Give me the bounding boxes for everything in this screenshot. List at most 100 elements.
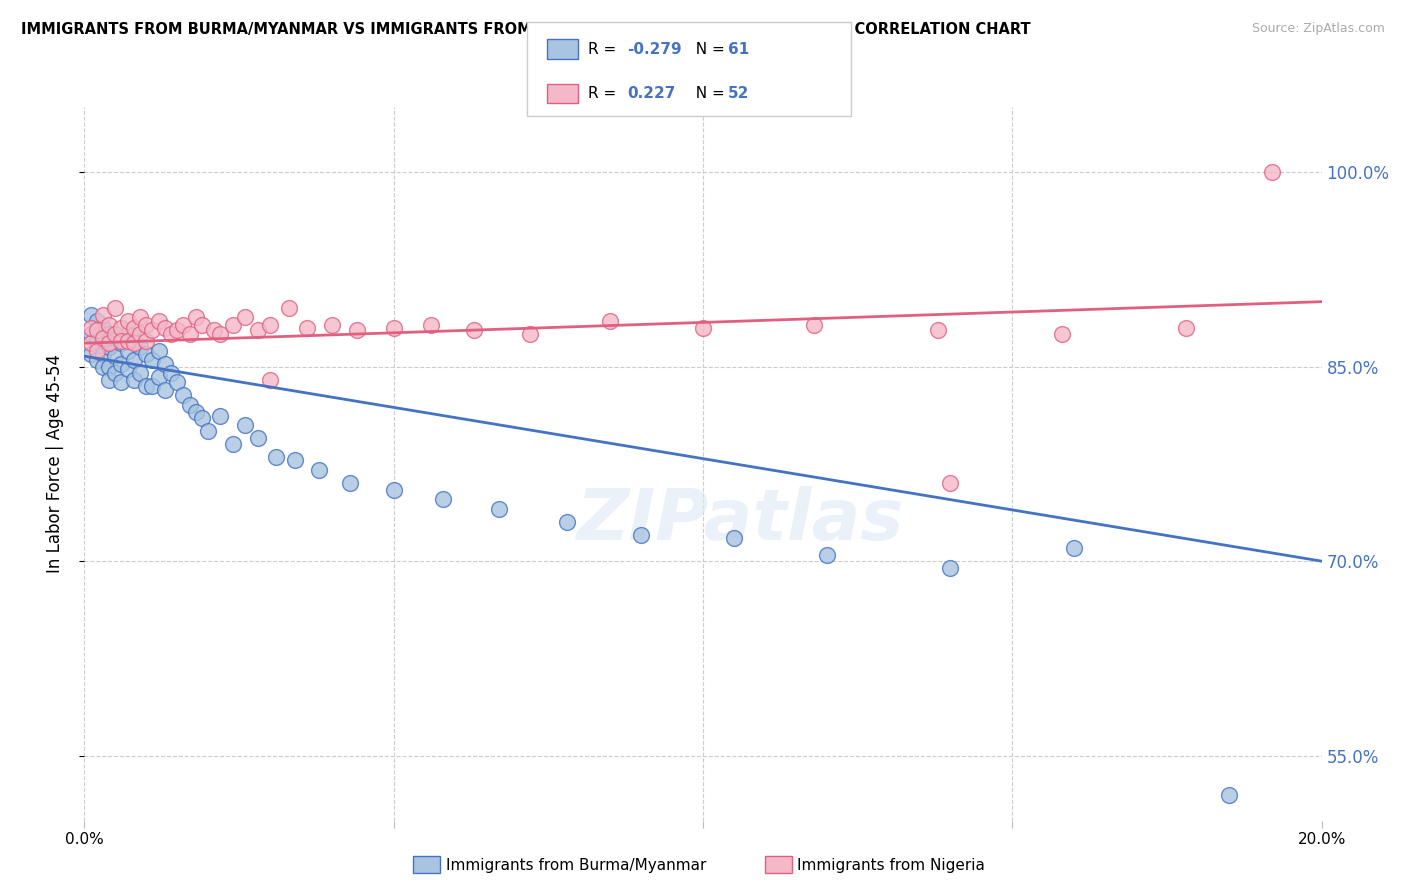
Point — [141, 379, 163, 393]
Point — [135, 318, 157, 332]
Point — [104, 366, 127, 380]
Point — [172, 318, 194, 332]
Point — [79, 320, 101, 334]
Point — [346, 323, 368, 337]
Text: R =: R = — [588, 42, 621, 56]
Point — [630, 528, 652, 542]
Point — [555, 515, 578, 529]
Point — [91, 346, 114, 360]
Point — [519, 327, 541, 342]
Point — [222, 318, 245, 332]
Point — [184, 405, 207, 419]
Point — [246, 431, 269, 445]
Point — [122, 372, 145, 386]
Point — [86, 334, 108, 348]
Point — [184, 310, 207, 325]
Point — [141, 353, 163, 368]
Point — [197, 425, 219, 439]
Text: 0.227: 0.227 — [627, 87, 675, 101]
Point — [148, 343, 170, 358]
Y-axis label: In Labor Force | Age 45-54: In Labor Force | Age 45-54 — [45, 354, 63, 574]
Point — [1050, 327, 1073, 342]
Point — [98, 318, 121, 332]
Text: ZIPatlas: ZIPatlas — [576, 486, 904, 556]
Point — [98, 359, 121, 374]
Point — [110, 375, 132, 389]
Text: Immigrants from Burma/Myanmar: Immigrants from Burma/Myanmar — [446, 858, 706, 872]
Point — [803, 318, 825, 332]
Point — [419, 318, 441, 332]
Point — [264, 450, 287, 465]
Point — [91, 359, 114, 374]
Point — [723, 531, 745, 545]
Point — [91, 308, 114, 322]
Text: Source: ZipAtlas.com: Source: ZipAtlas.com — [1251, 22, 1385, 36]
Point — [129, 366, 152, 380]
Point — [153, 357, 176, 371]
Point — [191, 318, 214, 332]
Point — [308, 463, 330, 477]
Point — [117, 327, 139, 342]
Point — [209, 409, 232, 423]
Point — [104, 327, 127, 342]
Text: N =: N = — [686, 42, 730, 56]
Point — [122, 320, 145, 334]
Point — [160, 327, 183, 342]
Point — [117, 314, 139, 328]
Point — [209, 327, 232, 342]
Point — [91, 334, 114, 348]
Point — [321, 318, 343, 332]
Point — [1063, 541, 1085, 556]
Point — [129, 310, 152, 325]
Point — [91, 320, 114, 334]
Point — [284, 453, 307, 467]
Point — [927, 323, 949, 337]
Point — [488, 502, 510, 516]
Point — [117, 362, 139, 376]
Point — [153, 320, 176, 334]
Point — [86, 314, 108, 328]
Point — [129, 340, 152, 354]
Point — [135, 379, 157, 393]
Point — [79, 308, 101, 322]
Point — [815, 548, 838, 562]
Point — [939, 560, 962, 574]
Point — [1261, 165, 1284, 179]
Point — [129, 327, 152, 342]
Point — [98, 327, 121, 342]
Point — [86, 323, 108, 337]
Point — [148, 370, 170, 384]
Point — [166, 323, 188, 337]
Point — [1218, 788, 1240, 802]
Point — [233, 417, 256, 432]
Point — [104, 331, 127, 345]
Point — [463, 323, 485, 337]
Point — [939, 476, 962, 491]
Point — [98, 340, 121, 354]
Point — [79, 327, 101, 342]
Point — [166, 375, 188, 389]
Point — [148, 314, 170, 328]
Point — [179, 399, 201, 413]
Point — [122, 336, 145, 351]
Point — [246, 323, 269, 337]
Point — [1174, 320, 1197, 334]
Point — [259, 318, 281, 332]
Point — [599, 314, 621, 328]
Point — [122, 353, 145, 368]
Point — [98, 336, 121, 351]
Point — [692, 320, 714, 334]
Point — [153, 383, 176, 397]
Text: IMMIGRANTS FROM BURMA/MYANMAR VS IMMIGRANTS FROM NIGERIA IN LABOR FORCE | AGE 45: IMMIGRANTS FROM BURMA/MYANMAR VS IMMIGRA… — [21, 22, 1031, 38]
Text: Immigrants from Nigeria: Immigrants from Nigeria — [797, 858, 986, 872]
Point — [382, 320, 405, 334]
Text: R =: R = — [588, 87, 621, 101]
Point — [91, 331, 114, 345]
Text: 61: 61 — [728, 42, 749, 56]
Point — [79, 346, 101, 360]
Point — [432, 491, 454, 506]
Point — [79, 336, 101, 351]
Point — [172, 388, 194, 402]
Point — [98, 372, 121, 386]
Point — [135, 334, 157, 348]
